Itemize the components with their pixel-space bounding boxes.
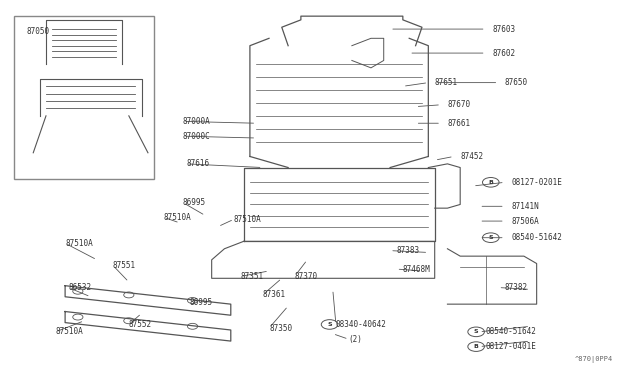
Text: 87616: 87616 (186, 159, 209, 169)
Text: 87510A: 87510A (164, 213, 191, 222)
Text: 87383: 87383 (396, 246, 420, 255)
FancyBboxPatch shape (14, 16, 154, 179)
Text: (2): (2) (349, 335, 362, 344)
Text: 87382: 87382 (505, 283, 528, 292)
Text: 08340-40642: 08340-40642 (336, 320, 387, 329)
Text: 87551: 87551 (113, 261, 136, 270)
Text: 87361: 87361 (262, 291, 286, 299)
Text: 87351: 87351 (241, 272, 264, 281)
Text: B: B (488, 180, 493, 185)
Text: 87452: 87452 (460, 152, 483, 161)
Text: 87000C: 87000C (183, 132, 211, 141)
Text: 87000A: 87000A (183, 117, 211, 126)
Text: 87350: 87350 (269, 324, 292, 333)
Text: 87141N: 87141N (511, 202, 539, 211)
Text: S: S (327, 322, 332, 327)
Text: 08127-0401E: 08127-0401E (486, 342, 536, 351)
Text: 87510A: 87510A (234, 215, 262, 224)
Text: 87603: 87603 (492, 25, 515, 33)
Text: 87661: 87661 (447, 119, 470, 128)
Text: 87670: 87670 (447, 100, 470, 109)
Text: 87370: 87370 (294, 272, 317, 281)
Text: 87552: 87552 (129, 320, 152, 329)
Text: 08540-51642: 08540-51642 (511, 233, 562, 242)
Text: 08127-0201E: 08127-0201E (511, 178, 562, 187)
Text: 87510A: 87510A (65, 239, 93, 248)
Text: 87510A: 87510A (56, 327, 83, 336)
Text: 87650: 87650 (505, 78, 528, 87)
Text: 86995: 86995 (183, 198, 206, 207)
Text: B: B (474, 344, 479, 349)
Text: ^870|0PP4: ^870|0PP4 (575, 356, 613, 363)
Text: S: S (474, 329, 479, 334)
Text: S: S (488, 235, 493, 240)
Text: 87506A: 87506A (511, 217, 539, 225)
Text: 87050: 87050 (27, 27, 50, 36)
Text: 86995: 86995 (189, 298, 212, 307)
Text: 08540-51642: 08540-51642 (486, 327, 536, 336)
Text: 86532: 86532 (68, 283, 92, 292)
Text: 87602: 87602 (492, 49, 515, 58)
Text: 87468M: 87468M (403, 264, 431, 273)
Text: 87651: 87651 (435, 78, 458, 87)
